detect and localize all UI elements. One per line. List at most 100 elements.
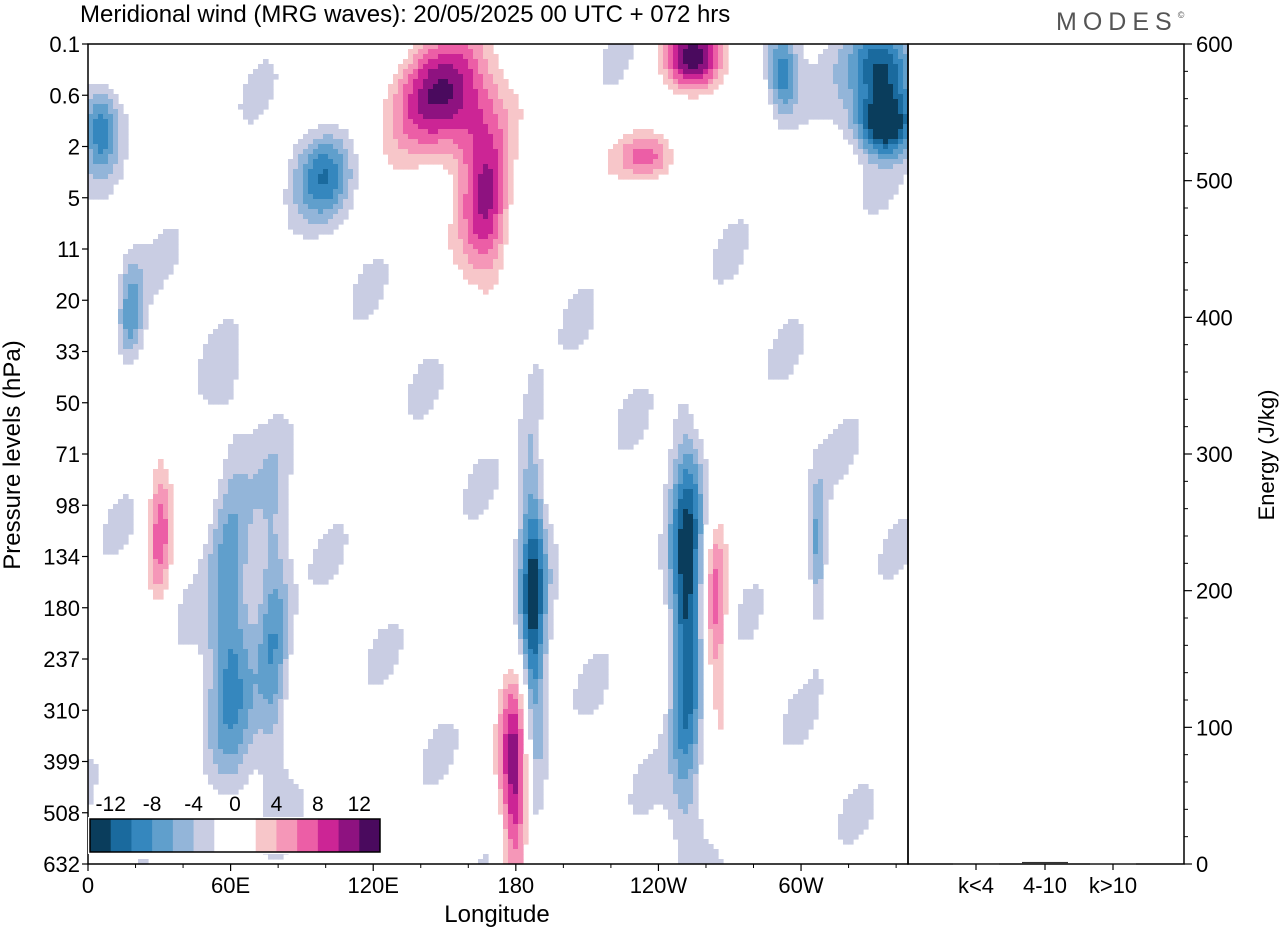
heatmap-cell: [153, 524, 159, 530]
heatmap-cell: [853, 99, 859, 105]
heatmap-cell: [278, 564, 284, 570]
heatmap-cell: [123, 339, 129, 345]
heatmap-cell: [863, 104, 869, 110]
heatmap-cell: [888, 554, 894, 560]
heatmap-cell: [658, 154, 664, 160]
heatmap-cell: [273, 569, 279, 575]
heatmap-cell: [128, 264, 134, 270]
heatmap-cell: [838, 64, 844, 70]
heatmap-cell: [273, 529, 279, 535]
heatmap-cell: [108, 134, 114, 140]
heatmap-cell: [203, 559, 209, 565]
heatmap-cell: [688, 554, 694, 560]
heatmap-cell: [718, 254, 724, 260]
heatmap-cell: [838, 124, 844, 130]
heatmap-cell: [713, 529, 719, 535]
heatmap-cell: [693, 604, 699, 610]
heatmap-cell: [783, 94, 789, 100]
heatmap-cell: [548, 529, 554, 535]
heatmap-cell: [628, 54, 634, 60]
heatmap-cell: [793, 79, 799, 85]
heatmap-cell: [253, 114, 259, 120]
heatmap-cell: [233, 459, 239, 465]
heatmap-cell: [693, 434, 699, 440]
heatmap-cell: [893, 99, 899, 105]
heatmap-cell: [798, 99, 804, 105]
heatmap-cell: [273, 464, 279, 470]
heatmap-cell: [88, 189, 94, 195]
heatmap-cell: [388, 89, 394, 95]
heatmap-cell: [688, 84, 694, 90]
heatmap-cell: [413, 49, 419, 55]
heatmap-cell: [703, 499, 709, 505]
heatmap-cell: [343, 194, 349, 200]
heatmap-cell: [498, 154, 504, 160]
heatmap-cell: [668, 529, 674, 535]
heatmap-cell: [233, 354, 239, 360]
heatmap-cell: [123, 494, 129, 500]
heatmap-cell: [503, 124, 509, 130]
heatmap-cell: [428, 374, 434, 380]
heatmap-cell: [708, 639, 714, 645]
heatmap-cell: [223, 484, 229, 490]
heatmap-cell: [213, 399, 219, 405]
heatmap-cell: [223, 464, 229, 470]
heatmap-cell: [518, 434, 524, 440]
heatmap-cell: [253, 104, 259, 110]
heatmap-cell: [418, 109, 424, 115]
heatmap-cell: [128, 359, 134, 365]
heatmap-cell: [308, 204, 314, 210]
heatmap-cell: [873, 154, 879, 160]
heatmap-cell: [808, 104, 814, 110]
heatmap-cell: [303, 204, 309, 210]
heatmap-cell: [473, 49, 479, 55]
heatmap-cell: [258, 629, 264, 635]
heatmap-cell: [673, 594, 679, 600]
heatmap-cell: [543, 524, 549, 530]
heatmap-cell: [108, 99, 114, 105]
heatmap-cell: [153, 559, 159, 565]
heatmap-cell: [423, 394, 429, 400]
heatmap-cell: [308, 154, 314, 160]
heatmap-cell: [738, 219, 744, 225]
heatmap-cell: [518, 529, 524, 535]
heatmap-cell: [323, 229, 329, 235]
heatmap-cell: [108, 139, 114, 145]
heatmap-cell: [708, 594, 714, 600]
heatmap-cell: [218, 539, 224, 545]
heatmap-cell: [668, 154, 674, 160]
heatmap-cell: [573, 309, 579, 315]
heatmap-cell: [243, 89, 249, 95]
heatmap-cell: [283, 534, 289, 540]
heatmap-cell: [478, 489, 484, 495]
heatmap-cell: [888, 539, 894, 545]
heatmap-cell: [793, 349, 799, 355]
heatmap-cell: [93, 124, 99, 130]
heatmap-cell: [153, 514, 159, 520]
heatmap-cell: [268, 449, 274, 455]
heatmap-cell: [843, 464, 849, 470]
heatmap-cell: [693, 484, 699, 490]
heatmap-cell: [328, 134, 334, 140]
heatmap-cell: [868, 139, 874, 145]
heatmap-cell: [223, 389, 229, 395]
heatmap-cell: [118, 104, 124, 110]
heatmap-cell: [213, 629, 219, 635]
heatmap-cell: [643, 164, 649, 170]
heatmap-cell: [503, 114, 509, 120]
heatmap-cell: [108, 174, 114, 180]
heatmap-cell: [478, 474, 484, 480]
heatmap-cell: [248, 649, 254, 655]
heatmap-cell: [268, 589, 274, 595]
heatmap-cell: [123, 274, 129, 280]
heatmap-cell: [808, 539, 814, 545]
heatmap-cell: [248, 574, 254, 580]
heatmap-cell: [843, 89, 849, 95]
heatmap-cell: [328, 144, 334, 150]
heatmap-cell: [238, 649, 244, 655]
heatmap-cell: [153, 244, 159, 250]
heatmap-cell: [198, 644, 204, 650]
heatmap-cell: [113, 529, 119, 535]
heatmap-cell: [518, 499, 524, 505]
